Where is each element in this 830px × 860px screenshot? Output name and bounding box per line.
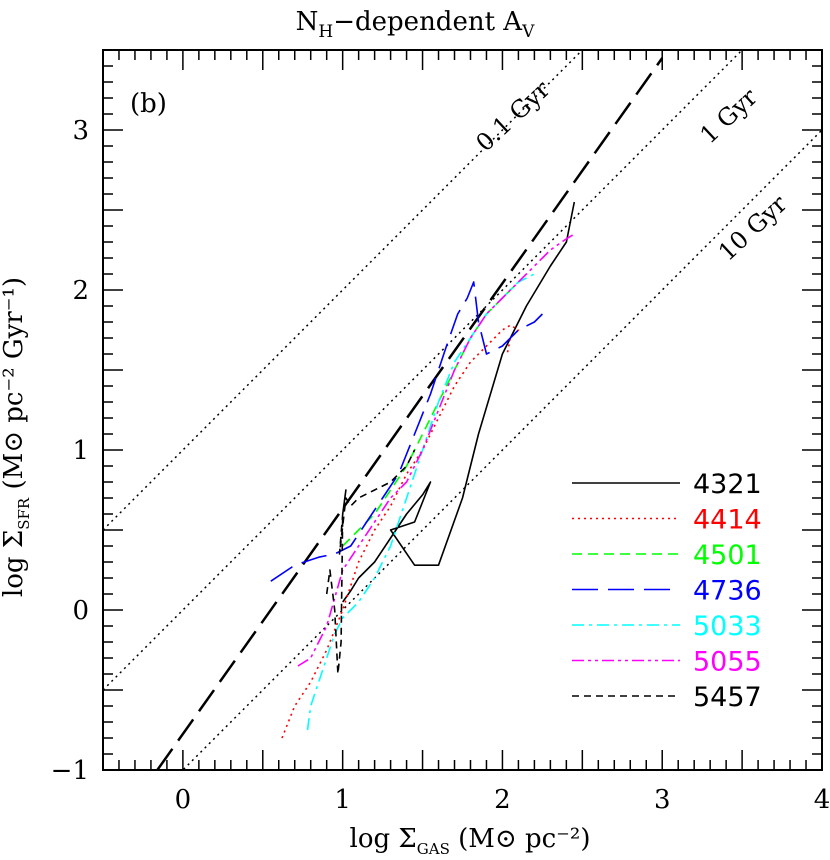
series-line-4736	[270, 281, 543, 582]
series-line-5457	[325, 449, 416, 675]
reference-line-2	[181, 129, 822, 770]
y-tick-label: 0	[72, 596, 89, 626]
series-lines	[270, 201, 576, 739]
x-tick-label: 1	[334, 785, 351, 815]
fit-line	[156, 57, 664, 770]
reference-line-labels: 0.1 Gyr 1 Gyr 10 Gyr	[470, 75, 792, 267]
reference-line-1	[103, 50, 744, 691]
legend: 4321 4414 4501 4736 5033 5055 5457	[572, 469, 762, 713]
reference-line-label: 10 Gyr	[713, 189, 793, 266]
reference-lines	[103, 50, 822, 770]
legend-label: 5033	[693, 611, 762, 642]
axis-tick-labels: 0 1 2 3 4 −1 0 1 2 3	[51, 116, 830, 815]
x-tick-label: 0	[175, 785, 192, 815]
x-tick-label: 3	[654, 785, 671, 815]
reference-line-label: 0.1 Gyr	[470, 75, 555, 157]
series-line-5033	[306, 273, 535, 731]
y-tick-label: 2	[72, 276, 89, 306]
series-line-4414	[281, 324, 520, 739]
x-tick-label: 4	[814, 785, 830, 815]
axis-ticks	[102, 49, 823, 771]
series-line-4501	[342, 281, 519, 547]
x-axis-label: log ΣGAS (M⊙ pc⁻²)	[350, 824, 591, 858]
chart-title: NH−dependent AV	[296, 7, 535, 42]
y-tick-label: −1	[51, 756, 89, 786]
reference-line-0	[103, 50, 584, 531]
legend-label: 4321	[693, 469, 762, 500]
panel-label: (b)	[130, 89, 167, 119]
y-tick-label: 1	[72, 436, 89, 466]
y-axis-label: log ΣSFR (M⊙ pc⁻² Gyr⁻¹)	[0, 277, 33, 597]
legend-label: 4736	[693, 576, 762, 607]
y-tick-label: 3	[72, 116, 89, 146]
legend-label: 5055	[693, 647, 762, 678]
legend-label: 4501	[693, 540, 762, 571]
series-line-5055	[297, 233, 575, 667]
series-line-4321	[342, 201, 576, 603]
plot-frame	[102, 49, 823, 771]
fit-line-group	[156, 57, 664, 770]
reference-line-label: 1 Gyr	[695, 83, 764, 150]
legend-label: 5457	[693, 682, 762, 713]
legend-label: 4414	[693, 505, 762, 536]
x-tick-label: 2	[494, 785, 511, 815]
